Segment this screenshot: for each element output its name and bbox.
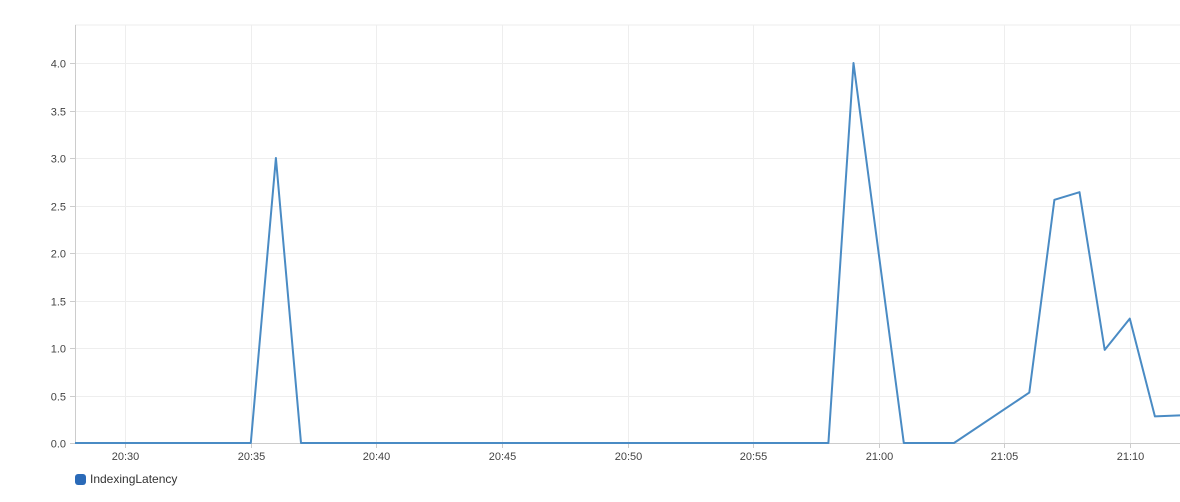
x-tick-label: 20:45 [489, 451, 517, 460]
y-tick-label: 3.5 [51, 107, 66, 119]
y-tick-label: 1.0 [51, 344, 66, 356]
legend-item-indexing-latency[interactable]: IndexingLatency [75, 471, 177, 487]
line-chart: 0.00.51.01.52.02.53.03.54.0 20:30 20:35 20… [51, 24, 1180, 460]
y-tick-label: 2.5 [51, 202, 66, 214]
y-tick-label: 0.0 [51, 439, 66, 451]
y-axis-ticks: 0.0 0.5 1.0 1.5 2.0 2.5 3.0 3.5 4.0 [51, 59, 66, 451]
series-layer [75, 62, 1180, 444]
x-tick-label: 20:55 [740, 451, 768, 460]
x-tick-label: 21:05 [991, 451, 1019, 460]
x-tick-label: 21:00 [866, 451, 894, 460]
x-tick-label: 20:30 [112, 451, 140, 460]
axes [70, 25, 1180, 448]
y-tick-label: 1.5 [51, 297, 66, 309]
y-tick-label: 0.5 [51, 392, 66, 404]
x-tick-label: 20:40 [363, 451, 391, 460]
grid-lines [75, 24, 1180, 443]
y-tick-label: 3.0 [51, 154, 66, 166]
x-tick-label: 20:35 [238, 451, 266, 460]
legend-label: IndexingLatency [90, 472, 178, 486]
series-line-indexinglatency [75, 62, 1180, 444]
y-tick-label: 4.0 [51, 59, 66, 71]
x-tick-label: 20:50 [615, 451, 643, 460]
y-tick-label: 2.0 [51, 249, 66, 261]
legend-swatch [75, 473, 86, 485]
x-tick-label: 21:10 [1117, 451, 1145, 460]
x-axis-ticks: 20:30 20:35 20:40 20:45 20:50 20:55 21:00 21:05… [112, 451, 1145, 460]
